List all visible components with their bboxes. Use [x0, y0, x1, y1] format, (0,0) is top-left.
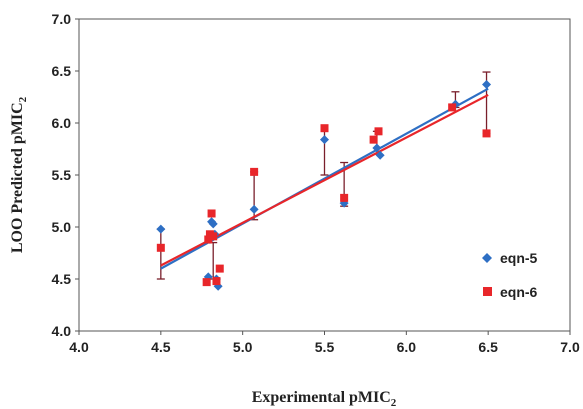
marker-eqn-6: [340, 193, 349, 202]
x-tick-label: 5.0: [233, 339, 253, 355]
y-tick-label: 4.5: [52, 271, 72, 287]
legend-label-eqn-6: eqn-6: [500, 284, 538, 300]
x-tick-label: 6.5: [478, 339, 498, 355]
y-tick-label: 4.0: [52, 323, 72, 339]
y-tick-label: 5.5: [52, 167, 72, 183]
x-axis-title: Experimental pMIC2: [252, 389, 397, 409]
marker-eqn-6: [215, 264, 224, 273]
y-axis-title-subscript: 2: [17, 96, 29, 102]
marker-eqn-6: [202, 278, 211, 287]
marker-eqn-6: [156, 243, 165, 252]
marker-eqn-6: [212, 277, 221, 286]
marker-eqn-5: [372, 143, 382, 153]
marker-eqn-5: [482, 80, 492, 90]
x-tick-label: 4.0: [69, 339, 89, 355]
marker-eqn-5: [320, 135, 329, 145]
x-tick-label: 7.0: [560, 339, 580, 355]
y-axis-title: LOO Predicted pMIC2: [9, 96, 29, 253]
marker-eqn-5: [208, 219, 218, 229]
marker-eqn-5: [249, 204, 259, 214]
marker-eqn-6: [369, 135, 378, 144]
marker-eqn-6: [204, 235, 213, 244]
x-tick-label: 4.5: [151, 339, 171, 355]
legend-marker-square: [483, 287, 492, 296]
y-tick-label: 6.0: [52, 115, 72, 131]
legend-item-eqn-5: eqn-5: [482, 250, 538, 266]
legend-item-eqn-6: eqn-6: [483, 284, 538, 300]
legend: eqn-5 eqn-6: [482, 250, 538, 300]
legend-marker-diamond: [482, 253, 492, 263]
x-axis-title-subscript: 2: [391, 397, 397, 409]
legend-label-eqn-5: eqn-5: [500, 250, 538, 266]
x-tick-label: 5.5: [315, 339, 335, 355]
x-axis-ticks: 4.0 4.5 5.0 5.5 6.0 6.5 7.0: [69, 331, 580, 355]
x-tick-label: 6.0: [397, 339, 417, 355]
marker-eqn-6: [209, 232, 218, 241]
marker-eqn-6: [320, 124, 329, 133]
y-tick-label: 5.0: [52, 219, 72, 235]
marker-eqn-5: [156, 224, 166, 234]
y-axis-ticks: 4.0 4.5 5.0 5.5 6.0 6.5 7.0: [52, 11, 79, 339]
marker-eqn-6: [448, 103, 457, 112]
marker-eqn-6: [207, 209, 216, 218]
y-tick-label: 6.5: [52, 63, 72, 79]
data-markers: [156, 80, 492, 291]
y-tick-label: 7.0: [52, 11, 72, 27]
marker-eqn-6: [482, 129, 491, 138]
marker-eqn-6: [374, 127, 383, 136]
marker-eqn-5: [375, 150, 385, 160]
marker-eqn-6: [250, 167, 259, 176]
